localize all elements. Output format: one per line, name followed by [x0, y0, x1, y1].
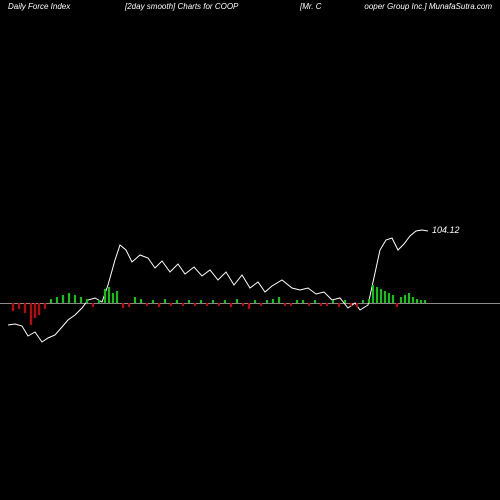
positive-bar	[314, 300, 316, 303]
positive-bar	[188, 300, 190, 303]
negative-bar	[206, 303, 208, 306]
positive-bar	[164, 299, 166, 303]
positive-bar	[400, 297, 402, 303]
negative-bar	[308, 303, 310, 306]
positive-bar	[212, 300, 214, 303]
positive-bar	[56, 297, 58, 303]
negative-bar	[242, 303, 244, 306]
negative-bar	[396, 303, 398, 307]
positive-bar	[392, 295, 394, 303]
positive-bar	[384, 291, 386, 303]
negative-bar	[158, 303, 160, 307]
negative-bar	[34, 303, 36, 318]
positive-bar	[80, 297, 82, 303]
negative-bar	[128, 303, 130, 307]
positive-bar	[104, 289, 106, 303]
positive-bar	[362, 300, 364, 303]
negative-bar	[44, 303, 46, 309]
positive-bar	[344, 300, 346, 303]
positive-bar	[372, 285, 374, 303]
positive-bar	[62, 295, 64, 303]
negative-bar	[320, 303, 322, 306]
negative-bar	[290, 303, 292, 306]
negative-bar	[350, 303, 352, 306]
positive-bar	[254, 300, 256, 303]
negative-bar	[24, 303, 26, 313]
positive-bar	[376, 287, 378, 303]
positive-bar	[388, 293, 390, 303]
positive-bar	[272, 299, 274, 303]
positive-bar	[152, 300, 154, 303]
negative-bar	[122, 303, 124, 308]
negative-bar	[12, 303, 14, 311]
positive-bar	[368, 299, 370, 303]
negative-bar	[146, 303, 148, 306]
negative-bar	[18, 303, 20, 309]
positive-bar	[266, 300, 268, 303]
negative-bar	[92, 303, 94, 307]
positive-bar	[416, 299, 418, 303]
negative-bar	[194, 303, 196, 306]
positive-bar	[404, 295, 406, 303]
positive-bar	[116, 291, 118, 303]
current-price-label: 104.12	[432, 225, 460, 235]
title-source: ooper Group Inc.] MunafaSutra.com	[364, 2, 492, 11]
positive-bar	[108, 287, 110, 303]
negative-bar	[356, 303, 358, 307]
positive-bar	[134, 297, 136, 303]
positive-bar	[200, 300, 202, 303]
negative-bar	[338, 303, 340, 307]
positive-bar	[424, 300, 426, 303]
positive-bar	[140, 299, 142, 303]
positive-bar	[332, 300, 334, 303]
negative-bar	[30, 303, 32, 325]
positive-bar	[112, 293, 114, 303]
chart-canvas: 104.12	[0, 20, 500, 480]
negative-bar	[248, 303, 250, 309]
positive-bar	[420, 300, 422, 303]
positive-bar	[302, 300, 304, 303]
title-company-prefix: [Mr. C	[300, 2, 321, 11]
negative-bar	[260, 303, 262, 306]
negative-bar	[38, 303, 40, 315]
negative-bar	[326, 303, 328, 306]
positive-bar	[380, 289, 382, 303]
negative-bar	[218, 303, 220, 306]
positive-bar	[236, 299, 238, 303]
negative-bar	[182, 303, 184, 306]
title-indicator: Daily Force Index	[8, 2, 70, 11]
positive-bar	[86, 299, 88, 303]
positive-bar	[278, 297, 280, 303]
title-symbol: [2day smooth] Charts for COOP	[125, 2, 238, 11]
negative-bar	[170, 303, 172, 306]
positive-bar	[408, 293, 410, 303]
positive-bar	[224, 300, 226, 303]
positive-bar	[68, 293, 70, 303]
positive-bar	[98, 300, 100, 303]
positive-bar	[296, 300, 298, 303]
negative-bar	[284, 303, 286, 306]
positive-bar	[74, 295, 76, 303]
positive-bar	[50, 299, 52, 303]
positive-bar	[412, 297, 414, 303]
negative-bar	[230, 303, 232, 307]
force-index-line	[0, 20, 500, 480]
positive-bar	[176, 300, 178, 303]
